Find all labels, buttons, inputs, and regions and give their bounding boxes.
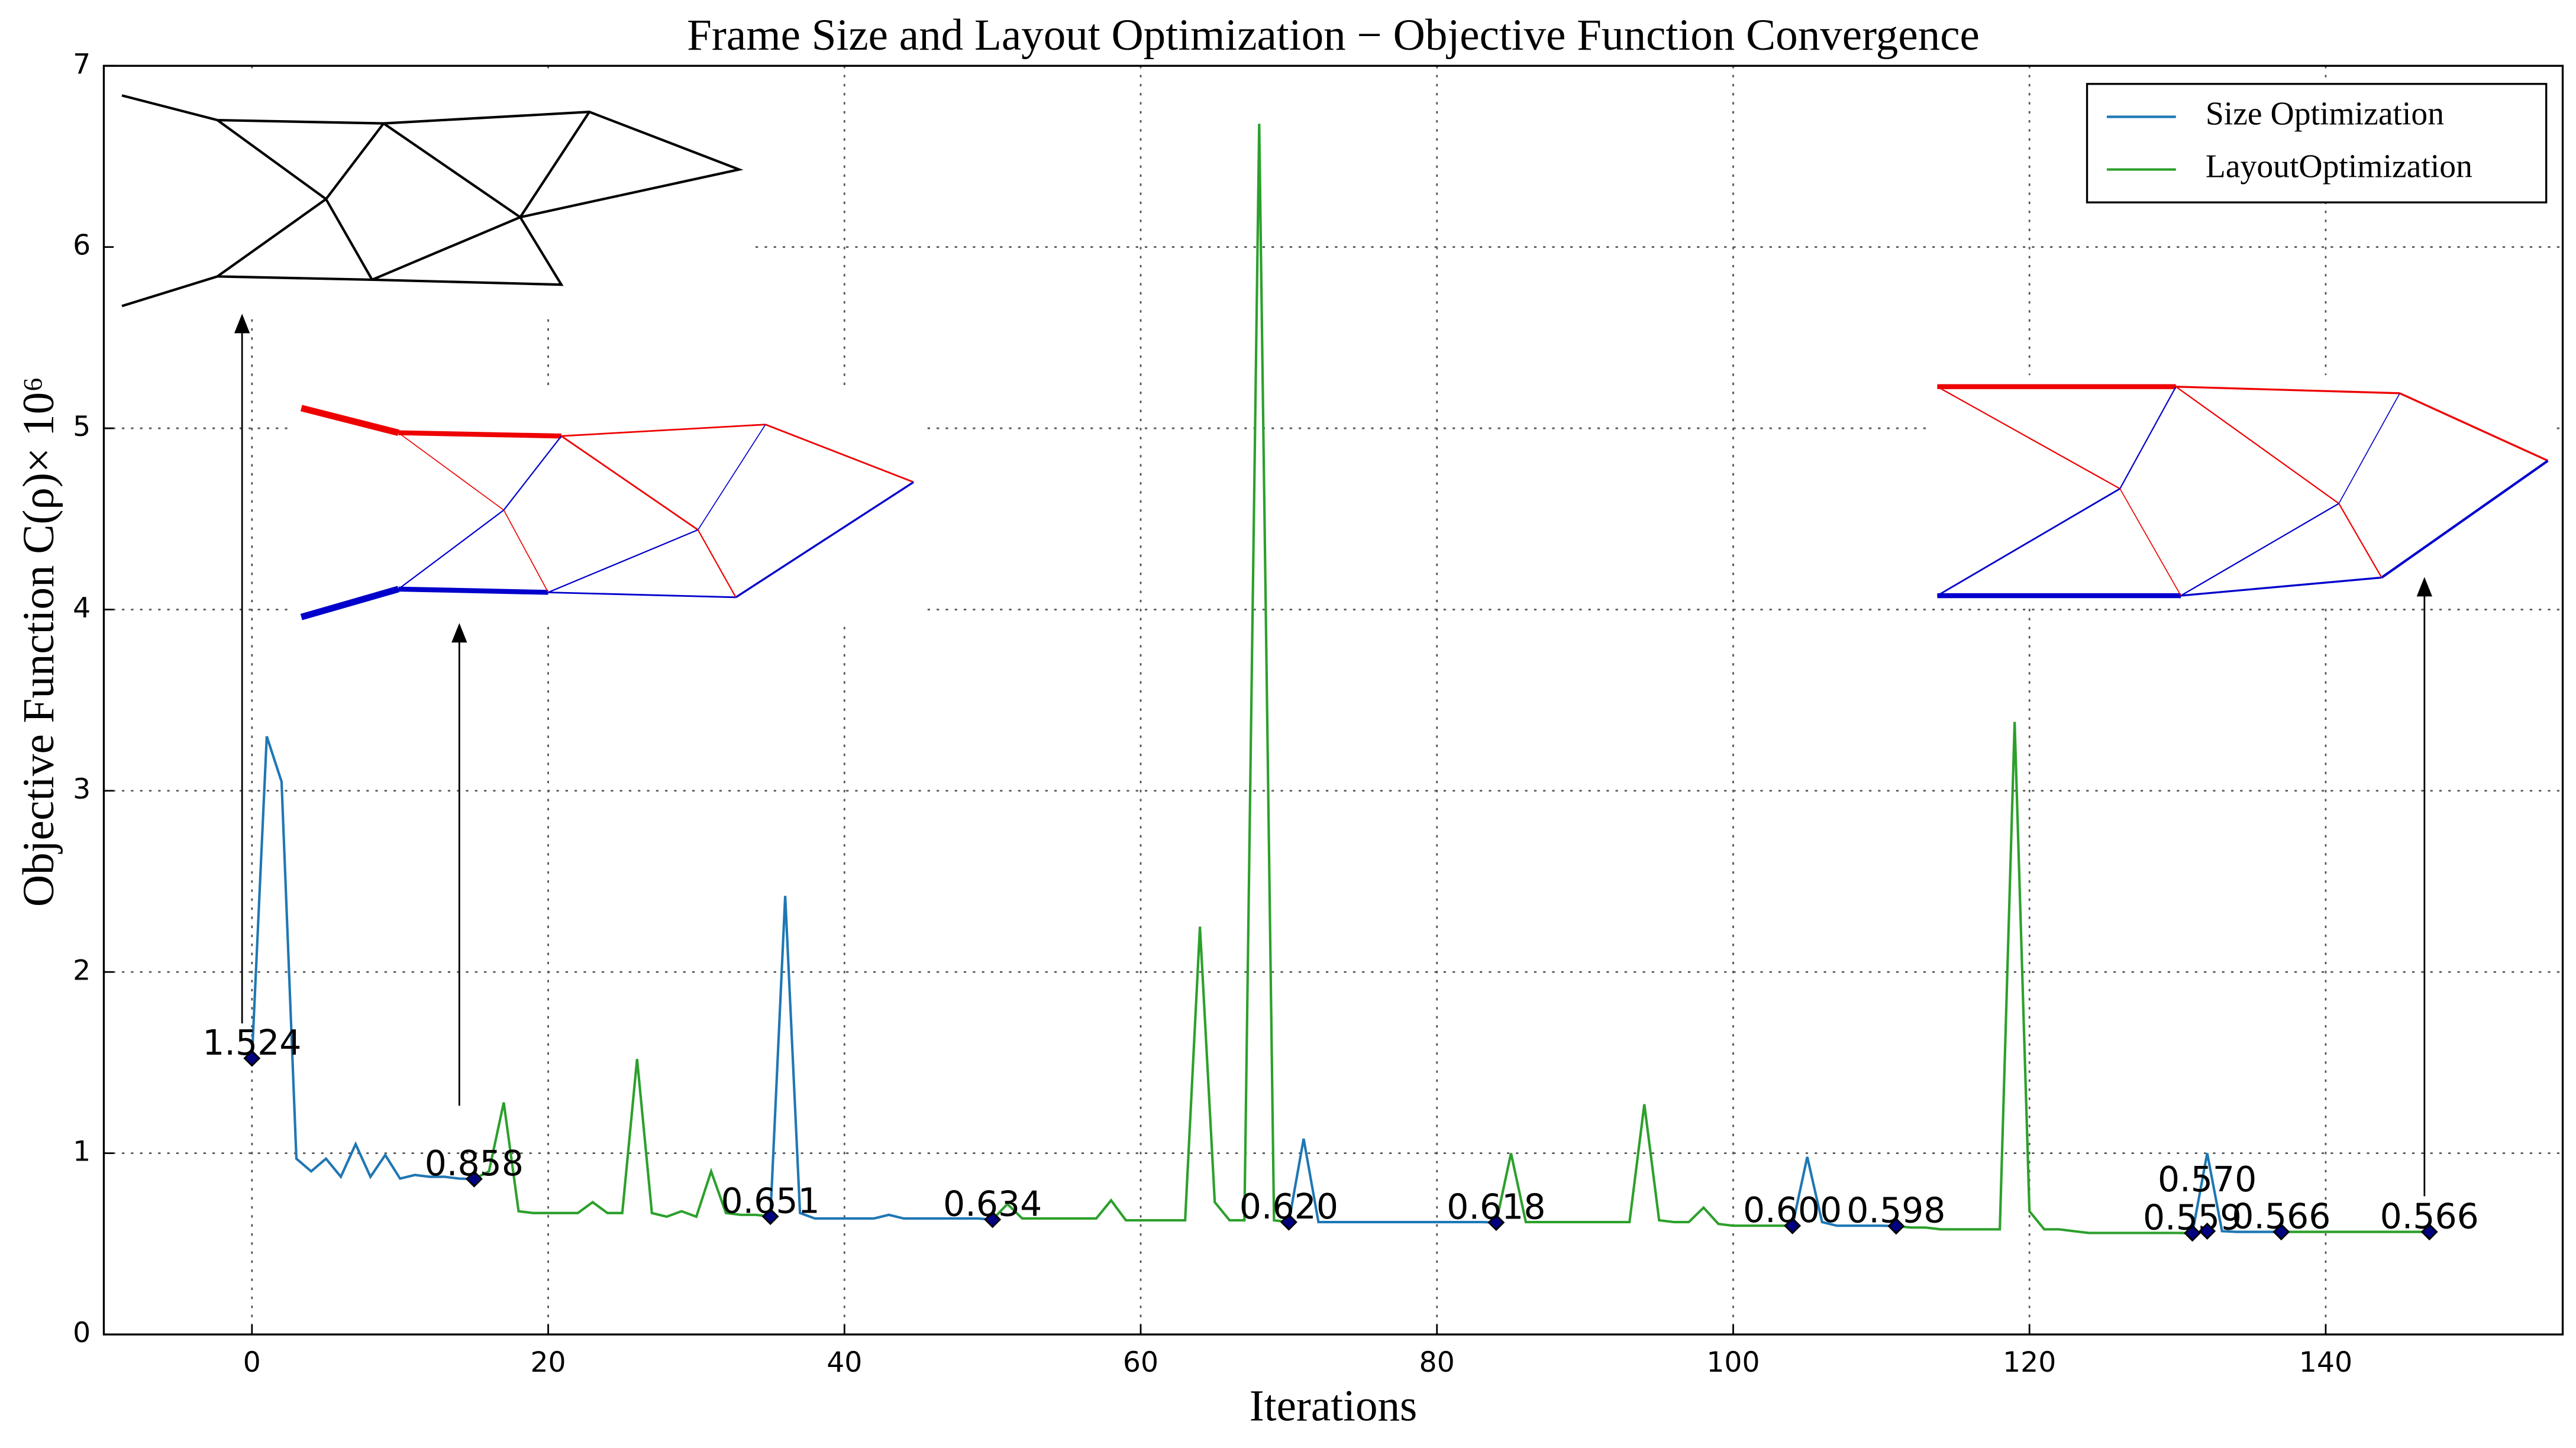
annotation-label: 0.598	[1847, 1191, 1945, 1231]
annotation-label: 0.570	[2158, 1159, 2257, 1200]
annotation-marker	[243, 1049, 261, 1067]
initial-frame	[108, 72, 751, 319]
annotations: 1.524 0.858 0.651 0.634 0.620 0.618 0.600 0.598…	[202, 1023, 2479, 1242]
x-axis-label: Iterations	[1250, 1381, 1418, 1430]
annotation-marker	[1280, 1213, 1297, 1231]
y-tick-label: 5	[73, 411, 91, 443]
annotation-marker	[984, 1211, 1002, 1229]
ticks: 0 20 40 60 80 100 120 140 0 1 2 3 4 5 6 7	[73, 48, 2352, 1379]
legend-box	[2086, 83, 2548, 203]
x-tick-label: 60	[1123, 1346, 1158, 1379]
annotation-label: 0.620	[1239, 1187, 1338, 1227]
y-tick-label: 3	[73, 773, 91, 806]
annotation-marker	[465, 1170, 483, 1188]
x-tick-label: 20	[530, 1346, 566, 1379]
annotation-marker	[2420, 1223, 2438, 1241]
legend-label: Size Optimization	[2206, 95, 2444, 132]
annotation-marker	[1887, 1217, 1905, 1235]
chart-title: Frame Size and Layout Optimization − Obj…	[687, 11, 1980, 60]
size-optimized-frame	[288, 392, 922, 626]
y-tick-label: 4	[73, 592, 91, 624]
annotation-label: 0.858	[425, 1143, 524, 1184]
x-tick-label: 0	[243, 1346, 261, 1379]
y-tick-label: 2	[73, 954, 91, 987]
arrows	[234, 313, 2433, 1197]
annotation-marker	[761, 1208, 779, 1226]
layout-optimized-frame	[1929, 375, 2555, 606]
y-axis-label: Objective Function C(ρ)× 10⁶	[14, 377, 63, 907]
annotation-label: 0.559	[2143, 1198, 2242, 1238]
annotation-label: 0.600	[1743, 1190, 1842, 1230]
axes-frame	[102, 64, 2564, 1336]
x-tick-label: 140	[2299, 1346, 2352, 1379]
y-tick-label: 1	[73, 1136, 91, 1168]
annotation-marker	[1487, 1214, 1505, 1232]
annotation-label: 0.634	[943, 1184, 1042, 1224]
y-tick-label: 0	[73, 1317, 91, 1349]
annotation-label: 1.524	[202, 1023, 301, 1063]
x-tick-label: 80	[1419, 1346, 1455, 1379]
plot-lines	[250, 124, 2430, 1234]
legend-label: LayoutOptimization	[2206, 148, 2472, 185]
annotation-label: 0.651	[721, 1181, 820, 1221]
annotation-marker	[2199, 1222, 2216, 1240]
x-tick-label: 100	[1706, 1346, 1760, 1379]
y-tick-label: 7	[73, 48, 91, 80]
legend: Size Optimization LayoutOptimization	[2086, 83, 2548, 203]
x-tick-label: 40	[827, 1346, 862, 1379]
annotation-label: 0.566	[2232, 1196, 2330, 1236]
x-tick-label: 120	[2003, 1346, 2056, 1379]
series-line	[473, 124, 2430, 1234]
annotation-marker	[1784, 1217, 1802, 1234]
annotation-marker	[2272, 1223, 2290, 1241]
annotation-label: 0.618	[1447, 1187, 1545, 1227]
y-tick-label: 6	[73, 230, 91, 262]
series-line	[250, 736, 2281, 1234]
annotation-marker	[2184, 1224, 2201, 1242]
annotation-label: 0.566	[2380, 1196, 2479, 1236]
